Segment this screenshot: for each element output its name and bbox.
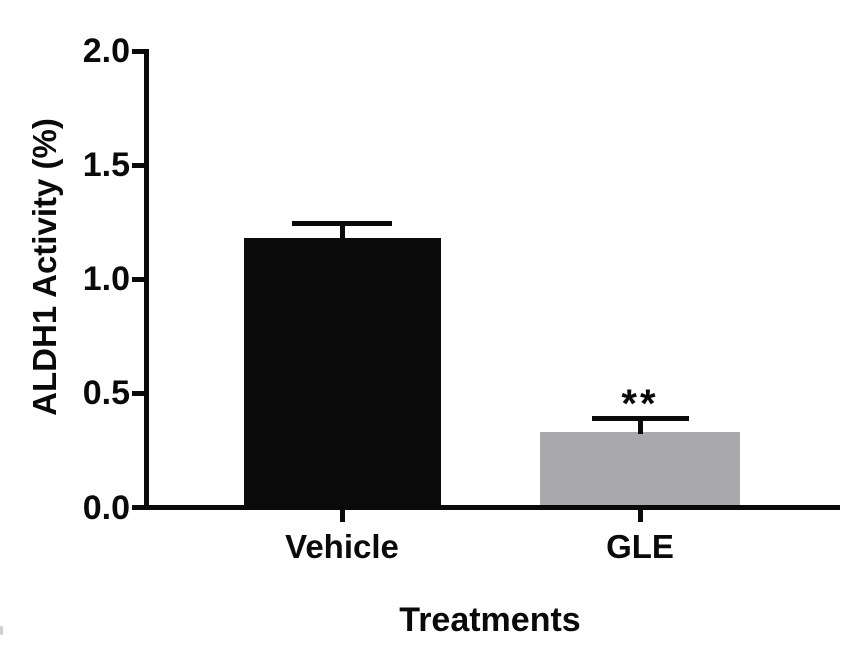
y-tick xyxy=(132,276,144,282)
y-axis-title: ALDH1 Activity (%) xyxy=(26,118,63,416)
y-tick-label: 1.5 xyxy=(82,146,130,185)
x-tick xyxy=(339,510,345,522)
error-bar-stem xyxy=(637,418,643,435)
y-tick-label: 0.5 xyxy=(82,374,130,413)
y-tick-label: 1.0 xyxy=(82,260,130,299)
y-tick xyxy=(132,162,144,168)
y-tick-label: 2.0 xyxy=(82,32,130,70)
x-axis-line xyxy=(132,505,840,510)
error-bar-cap xyxy=(292,220,392,226)
x-tick-label: GLE xyxy=(606,528,674,565)
y-tick-label: 0.0 xyxy=(82,488,130,527)
y-axis-line xyxy=(144,49,149,510)
y-tick xyxy=(132,390,144,396)
significance-marker: ** xyxy=(621,382,659,427)
error-bar-cap xyxy=(591,415,689,421)
error-bar-stem xyxy=(339,223,345,241)
edge-artifact xyxy=(0,626,3,635)
x-axis-title: Treatments xyxy=(399,601,581,639)
x-tick xyxy=(637,510,643,522)
bar-gle xyxy=(540,432,740,508)
x-tick-label: Vehicle xyxy=(285,528,399,565)
bar-vehicle xyxy=(243,238,441,508)
y-tick xyxy=(132,48,144,54)
